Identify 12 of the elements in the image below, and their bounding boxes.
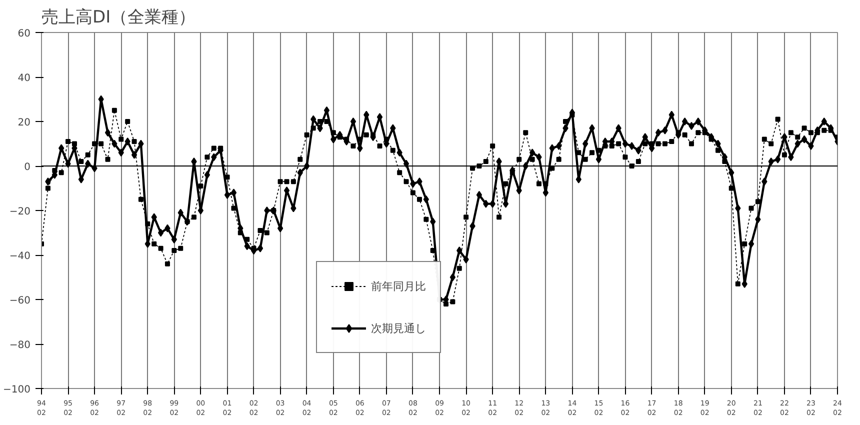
y-tick-label: −20 bbox=[9, 206, 31, 218]
y-tick-label: 40 bbox=[18, 73, 31, 84]
y-tick-label: 0 bbox=[24, 162, 31, 173]
y-tick-label: −40 bbox=[9, 251, 31, 262]
y-tick-label: −80 bbox=[9, 340, 31, 351]
legend-label: 次期見通し bbox=[371, 320, 426, 336]
y-tick-label: −60 bbox=[9, 296, 31, 306]
y-tick-label: 60 bbox=[18, 28, 31, 40]
legend-label: 前年同月比 bbox=[371, 278, 426, 294]
chart-title: 売上高DI（全業種） bbox=[42, 8, 196, 28]
y-tick-label: 20 bbox=[18, 118, 31, 128]
y-tick-label: −100 bbox=[3, 384, 31, 396]
